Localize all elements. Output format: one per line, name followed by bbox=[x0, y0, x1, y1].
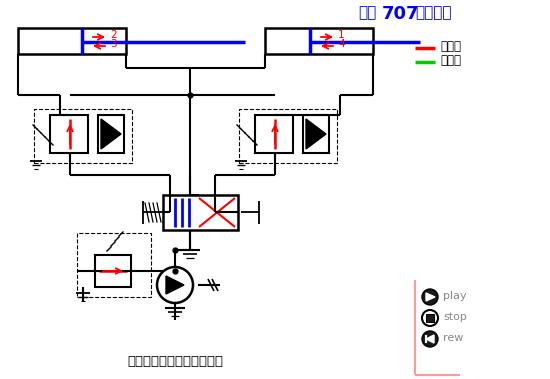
Text: 回油路: 回油路 bbox=[440, 53, 461, 66]
Bar bbox=[95, 255, 131, 287]
Text: 顺序阀控制的顺序动作回路: 顺序阀控制的顺序动作回路 bbox=[127, 355, 223, 368]
Bar bbox=[426, 314, 434, 322]
Polygon shape bbox=[166, 276, 184, 294]
Circle shape bbox=[422, 331, 438, 347]
Text: 4: 4 bbox=[338, 39, 345, 49]
Bar bbox=[163, 195, 238, 230]
Text: 3: 3 bbox=[110, 39, 117, 49]
Text: 707: 707 bbox=[382, 5, 420, 23]
Bar bbox=[34, 109, 132, 163]
Text: 化工: 化工 bbox=[358, 5, 376, 20]
Bar bbox=[303, 115, 329, 153]
Bar bbox=[50, 115, 88, 153]
Circle shape bbox=[422, 310, 438, 326]
Polygon shape bbox=[426, 293, 435, 301]
Text: 1: 1 bbox=[338, 30, 345, 40]
Bar bbox=[77, 233, 151, 297]
Text: rew: rew bbox=[443, 333, 463, 343]
Bar bbox=[255, 115, 293, 153]
Polygon shape bbox=[101, 119, 121, 149]
Bar bbox=[18, 28, 126, 54]
Polygon shape bbox=[426, 335, 434, 343]
Bar bbox=[98, 115, 124, 153]
Bar bbox=[239, 109, 337, 163]
Text: 剪辑制作: 剪辑制作 bbox=[415, 5, 452, 20]
Bar bbox=[265, 28, 373, 54]
Text: 2: 2 bbox=[110, 30, 117, 40]
Circle shape bbox=[422, 289, 438, 305]
Text: 进油路: 进油路 bbox=[440, 39, 461, 53]
Text: play: play bbox=[443, 291, 466, 301]
Circle shape bbox=[157, 267, 193, 303]
Polygon shape bbox=[306, 119, 326, 149]
Text: stop: stop bbox=[443, 312, 467, 322]
